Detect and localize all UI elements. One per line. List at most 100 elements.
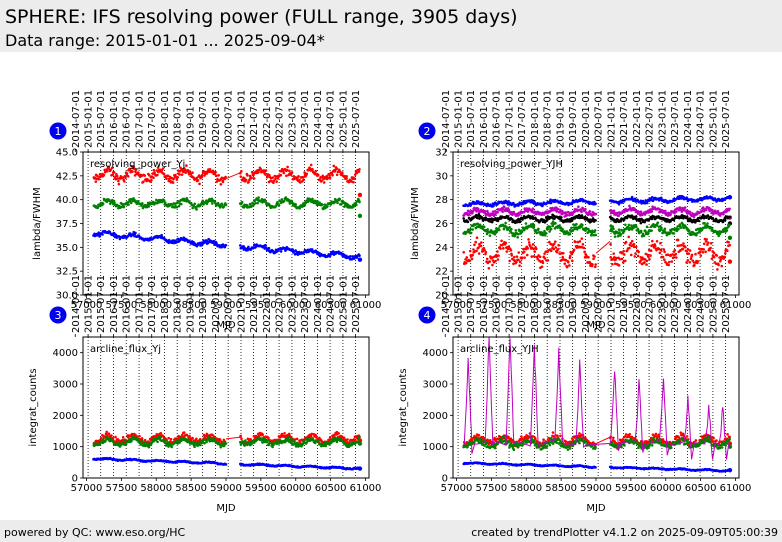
data-point-red [496, 250, 499, 253]
data-point-blue [131, 233, 135, 236]
x-tick-label: 61000 [350, 300, 382, 311]
data-point-red [526, 246, 530, 250]
data-point-red [515, 255, 519, 258]
data-point-red [627, 235, 631, 239]
data-point-red [688, 249, 692, 252]
data-point-red [587, 255, 590, 259]
data-point-green [561, 228, 564, 231]
data-point-red [297, 175, 300, 178]
data-point-green [244, 439, 247, 442]
data-point-green [316, 200, 319, 203]
data-point-red [512, 255, 516, 259]
data-point-magenta [555, 210, 559, 213]
y-tick-label: 28 [435, 195, 448, 206]
data-point-red [567, 260, 570, 264]
data-point-red [474, 240, 477, 244]
x-tick-label: 57500 [105, 300, 137, 311]
data-point-red [121, 436, 125, 439]
last-point-red [357, 192, 363, 198]
data-point-red [352, 180, 355, 184]
date-tick-label: 2016-07-01 [122, 275, 133, 333]
data-point-green [346, 203, 350, 207]
data-point-red [102, 173, 106, 177]
data-point-green [111, 440, 115, 444]
data-point-magenta [507, 208, 511, 212]
data-point-red [162, 172, 166, 176]
last-point-blue [357, 257, 363, 262]
date-tick-label: 2022-01-01 [262, 275, 273, 333]
data-point-green [101, 202, 105, 206]
data-point-red [504, 241, 508, 245]
data-point-red [508, 259, 511, 263]
date-tick-label: 2021-07-01 [619, 275, 630, 333]
data-point-green [317, 438, 321, 442]
data-point-green [656, 221, 660, 224]
data-point-red [475, 236, 479, 240]
data-point-red [169, 437, 173, 441]
data-point-red [99, 436, 103, 440]
data-point-black [518, 220, 522, 224]
data-point-magenta [704, 208, 708, 212]
data-point-blue [264, 243, 267, 247]
data-point-magenta [502, 205, 506, 209]
data-point-black [711, 217, 715, 220]
data-point-green [141, 202, 144, 205]
data-point-green [170, 445, 173, 449]
data-point-red [94, 180, 98, 183]
data-point-red [345, 174, 348, 178]
data-point-red [250, 170, 254, 174]
data-point-red [150, 178, 153, 182]
data-point-red [285, 168, 289, 172]
data-point-red [115, 172, 118, 176]
data-point-red [709, 241, 713, 245]
data-point-red [611, 263, 614, 266]
data-point-green [703, 221, 706, 225]
data-point-red [559, 434, 562, 438]
date-tick-label: 2015-01-01 [454, 275, 465, 333]
date-tick-label: 2021-01-01 [606, 275, 617, 333]
date-tick-label: 2024-07-01 [326, 275, 337, 333]
data-point-red [520, 256, 524, 259]
data-point-green [635, 225, 638, 228]
data-point-red [510, 254, 514, 257]
date-tick-label: 2024-07-01 [326, 90, 337, 148]
data-point-red [353, 177, 356, 181]
x-tick-label: 60500 [315, 483, 347, 494]
data-point-blue [594, 202, 597, 206]
data-point-red [704, 250, 707, 254]
last-point-green [357, 213, 363, 219]
data-point-green [510, 227, 513, 231]
y-tick-label: 37.5 [56, 219, 78, 230]
data-point-green [593, 229, 597, 232]
data-point-red [561, 251, 565, 255]
data-point-red [112, 171, 116, 174]
data-point-red [686, 258, 690, 262]
data-point-red [726, 249, 729, 253]
data-point-red [96, 174, 99, 178]
data-point-green [277, 204, 281, 207]
data-point-red [485, 257, 489, 261]
data-point-green [326, 205, 329, 208]
data-point-red [342, 436, 346, 440]
data-point-red [655, 239, 659, 243]
data-point-red [648, 257, 651, 261]
data-point-red [581, 243, 585, 246]
data-point-red [261, 433, 265, 436]
data-point-green [195, 208, 198, 211]
data-point-red [240, 169, 243, 173]
data-point-red [646, 255, 650, 258]
data-point-red [674, 252, 678, 256]
data-point-blue [214, 241, 218, 244]
data-point-magenta [580, 210, 583, 214]
x-tick-label: 57500 [105, 483, 137, 494]
data-point-green [324, 444, 328, 448]
date-tick-label: 2016-07-01 [122, 90, 133, 148]
data-point-red [247, 180, 250, 184]
data-point-blue [310, 248, 314, 251]
data-point-green [660, 226, 663, 230]
data-point-red [107, 432, 111, 435]
data-point-blue [205, 239, 209, 243]
data-point-red [659, 242, 662, 245]
data-point-red [663, 258, 666, 261]
data-point-red [465, 256, 469, 259]
